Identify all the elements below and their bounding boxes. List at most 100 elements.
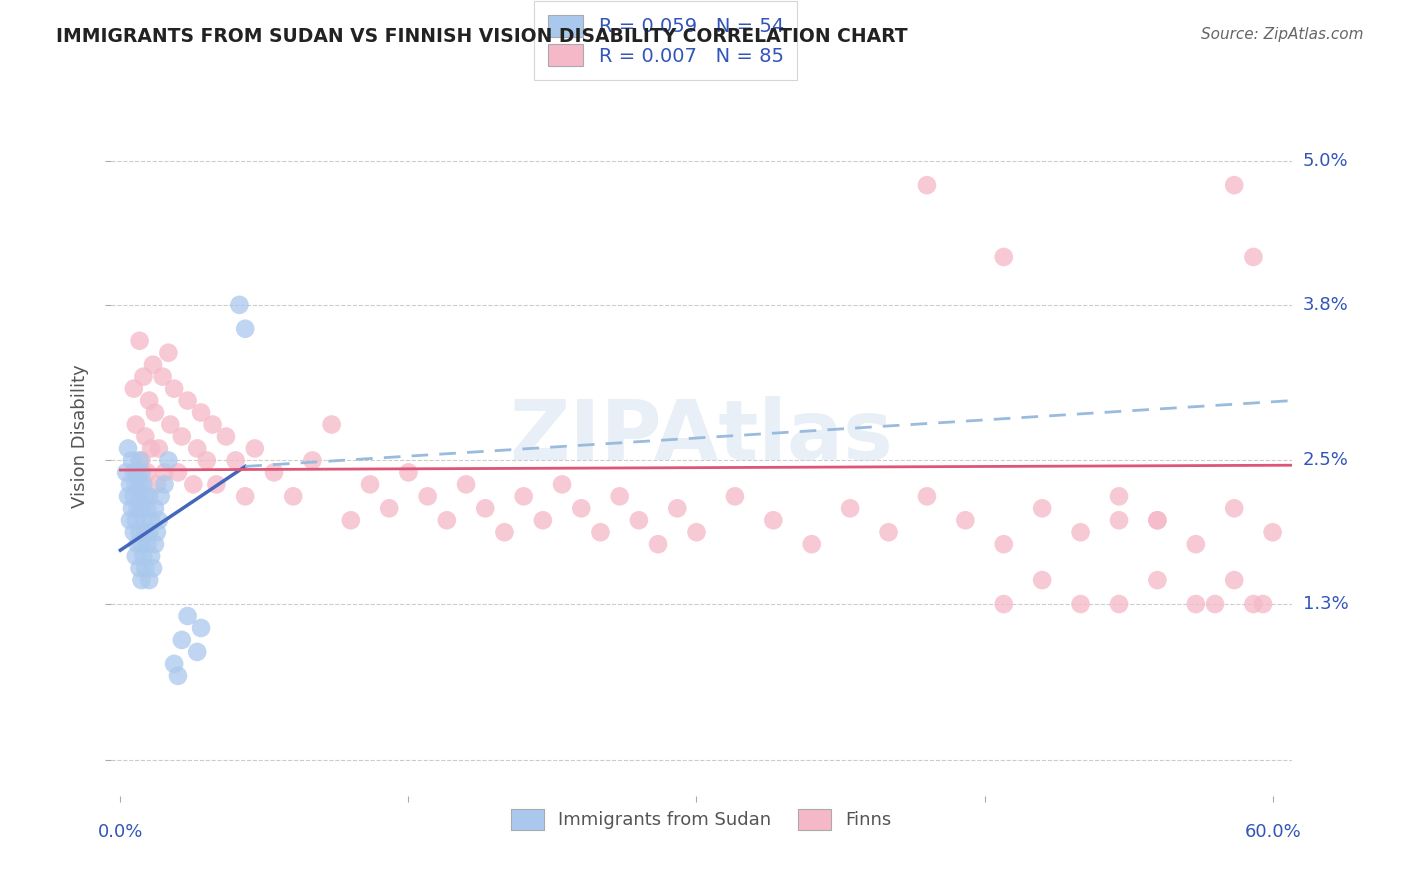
Text: 3.8%: 3.8%: [1303, 296, 1348, 314]
Point: [1146, 573, 1168, 587]
Point: [159, 417, 181, 432]
Point: [125, 417, 148, 432]
Point: [153, 477, 176, 491]
Point: [215, 429, 238, 443]
Point: [131, 466, 153, 480]
Text: IMMIGRANTS FROM SUDAN VS FINNISH VISION DISABILITY CORRELATION CHART: IMMIGRANTS FROM SUDAN VS FINNISH VISION …: [56, 27, 908, 45]
Point: [139, 442, 162, 456]
Point: [138, 573, 160, 587]
Point: [915, 489, 938, 503]
Point: [121, 453, 143, 467]
Point: [143, 501, 166, 516]
Point: [233, 322, 256, 336]
Point: [134, 429, 156, 443]
Point: [149, 489, 172, 503]
Point: [148, 442, 170, 456]
Point: [1146, 513, 1168, 527]
Point: [186, 645, 208, 659]
Point: [131, 537, 153, 551]
Point: [1223, 573, 1246, 587]
Point: [685, 525, 707, 540]
Point: [128, 525, 150, 540]
Point: [233, 489, 256, 503]
Point: [122, 466, 145, 480]
Y-axis label: Vision Disability: Vision Disability: [72, 365, 89, 508]
Point: [163, 382, 186, 396]
Text: 0.0%: 0.0%: [97, 823, 143, 841]
Point: [134, 489, 156, 503]
Text: 60.0%: 60.0%: [1244, 823, 1301, 841]
Point: [474, 501, 496, 516]
Point: [170, 429, 193, 443]
Point: [1204, 597, 1226, 611]
Point: [131, 501, 153, 516]
Point: [877, 525, 900, 540]
Point: [190, 406, 212, 420]
Point: [724, 489, 747, 503]
Point: [915, 178, 938, 193]
Point: [666, 501, 689, 516]
Point: [551, 477, 574, 491]
Point: [143, 537, 166, 551]
Point: [118, 513, 141, 527]
Point: [153, 466, 176, 480]
Point: [1108, 513, 1130, 527]
Point: [167, 466, 190, 480]
Point: [163, 657, 186, 671]
Point: [436, 513, 458, 527]
Point: [1031, 501, 1053, 516]
Point: [301, 453, 323, 467]
Point: [1146, 513, 1168, 527]
Point: [134, 561, 156, 575]
Point: [118, 477, 141, 491]
Point: [167, 669, 190, 683]
Point: [762, 513, 785, 527]
Point: [195, 453, 218, 467]
Point: [283, 489, 305, 503]
Text: 2.5%: 2.5%: [1303, 451, 1348, 469]
Point: [122, 489, 145, 503]
Point: [1241, 250, 1264, 264]
Point: [1108, 597, 1130, 611]
Point: [121, 501, 143, 516]
Point: [128, 489, 150, 503]
Point: [1251, 597, 1274, 611]
Point: [139, 549, 162, 564]
Point: [127, 501, 149, 516]
Point: [225, 453, 247, 467]
Point: [396, 466, 419, 480]
Point: [132, 513, 155, 527]
Point: [993, 537, 1015, 551]
Point: [183, 477, 205, 491]
Point: [378, 501, 401, 516]
Point: [115, 466, 138, 480]
Point: [127, 466, 149, 480]
Point: [512, 489, 534, 503]
Point: [359, 477, 381, 491]
Point: [243, 442, 266, 456]
Point: [128, 453, 150, 467]
Point: [157, 453, 180, 467]
Point: [128, 334, 150, 348]
Point: [142, 561, 165, 575]
Point: [131, 453, 153, 467]
Point: [136, 501, 159, 516]
Point: [531, 513, 554, 527]
Point: [993, 597, 1015, 611]
Point: [1070, 597, 1092, 611]
Point: [228, 298, 250, 312]
Point: [176, 393, 198, 408]
Text: 5.0%: 5.0%: [1303, 153, 1348, 170]
Point: [138, 525, 160, 540]
Point: [263, 466, 285, 480]
Point: [142, 358, 165, 372]
Point: [1261, 525, 1284, 540]
Point: [201, 417, 224, 432]
Point: [609, 489, 631, 503]
Point: [122, 382, 145, 396]
Point: [569, 501, 592, 516]
Point: [993, 250, 1015, 264]
Point: [125, 513, 148, 527]
Point: [589, 525, 612, 540]
Point: [117, 442, 139, 456]
